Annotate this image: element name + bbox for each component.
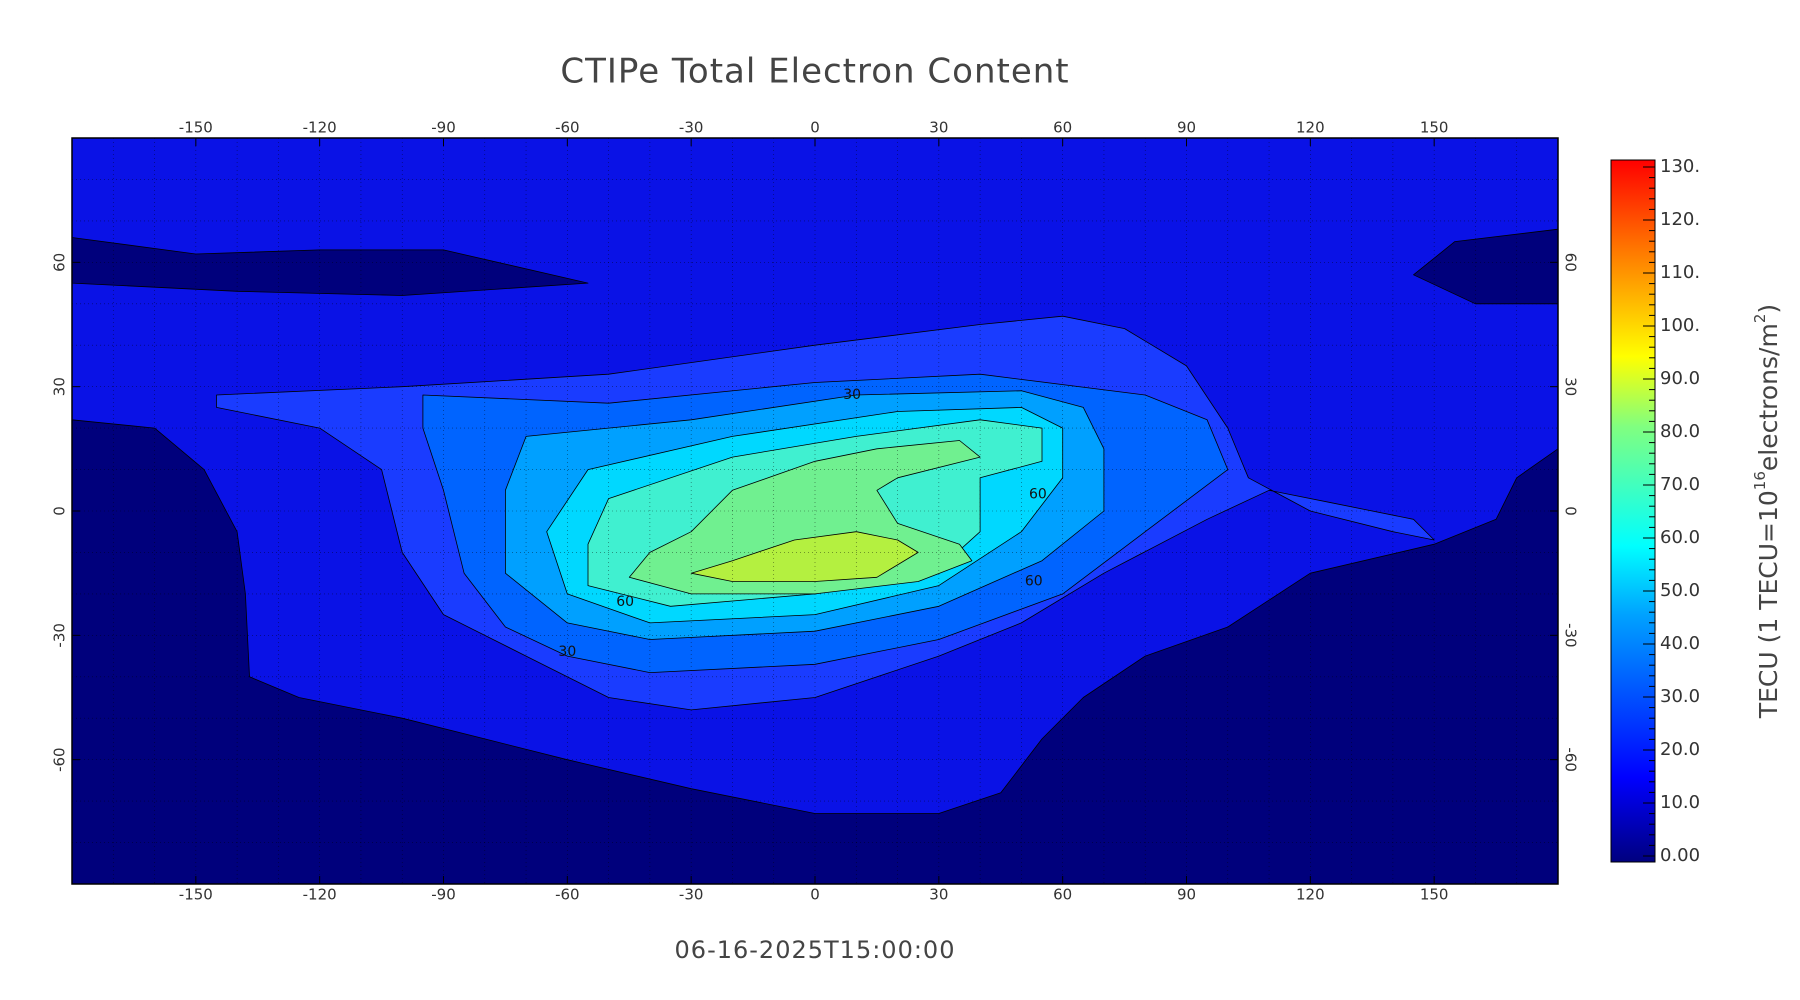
colorbar-tick-label: 120. [1660,209,1700,230]
contour-label: 60 [1025,573,1043,589]
x-tick-label-top: 150 [1420,119,1449,137]
contour-label: 60 [1029,486,1047,502]
contour-label: 30 [558,644,576,660]
x-tick-label-top: 120 [1296,119,1325,137]
colorbar-tick-label: 20.0 [1660,739,1700,760]
y-tick-label-right: -30 [1562,623,1580,648]
x-tick-label-bottom: 60 [1053,886,1072,904]
chart-title: CTIPe Total Electron Content [560,52,1069,92]
x-tick-label-bottom: -150 [179,886,213,904]
colorbar-tick-label: 100. [1660,315,1700,336]
y-tick-label-left: 0 [51,506,69,516]
contour-band [690,531,919,582]
colorbar-tick-label: 90.0 [1660,368,1700,389]
x-tick-label-top: -30 [679,119,704,137]
colorbar-tick-label: 0.00 [1660,845,1700,866]
x-tick-label-top: -120 [303,119,337,137]
x-tick-label-bottom: -30 [679,886,704,904]
y-tick-label-right: 60 [1562,253,1580,272]
contour-band [72,419,1558,884]
colorbar-tick-label: 80.0 [1660,421,1700,442]
y-tick-label-right: 30 [1562,377,1580,396]
colorbar-tick-label: 60.0 [1660,527,1700,548]
x-tick-label-top: -150 [179,119,213,137]
y-tick-label-left: -60 [51,747,69,772]
x-tick-label-top: 60 [1053,119,1072,137]
x-tick-label-top: 90 [1177,119,1196,137]
colorbar-tick-label: 30.0 [1660,686,1700,707]
x-tick-label-bottom: -120 [303,886,337,904]
colorbar-tick-label: 10.0 [1660,792,1700,813]
x-tick-label-bottom: 150 [1420,886,1449,904]
x-tick-label-top: -60 [555,119,580,137]
colorbar-tick-label: 70.0 [1660,474,1700,495]
contour-label: 30 [843,387,861,403]
colorbar-tick-label: 130. [1660,156,1700,177]
x-tick-label-bottom: 0 [810,886,820,904]
contour-band [1413,228,1558,305]
colorbar [1610,159,1656,863]
x-tick-label-bottom: 30 [929,886,948,904]
x-tick-label-top: 0 [810,119,820,137]
contour-map [72,138,1558,884]
x-tick-label-bottom: -90 [431,886,456,904]
timestamp: 06-16-2025T15:00:00 [675,936,956,964]
y-tick-label-right: 0 [1562,506,1580,516]
colorbar-tick-label: 40.0 [1660,633,1700,654]
contour-band [72,237,589,296]
y-tick-label-right: -60 [1562,747,1580,772]
x-tick-label-top: 30 [929,119,948,137]
y-tick-label-left: 30 [51,377,69,396]
colorbar-tick-label: 110. [1660,262,1700,283]
contour-label: 60 [616,594,634,610]
x-tick-label-top: -90 [431,119,456,137]
colorbar-title: TECU (1 TECU=1016electrons/m2) [1751,304,1784,719]
colorbar-tick-label: 50.0 [1660,580,1700,601]
y-tick-label-left: 60 [51,253,69,272]
x-tick-label-bottom: -60 [555,886,580,904]
y-tick-label-left: -30 [51,623,69,648]
x-tick-label-bottom: 120 [1296,886,1325,904]
x-tick-label-bottom: 90 [1177,886,1196,904]
